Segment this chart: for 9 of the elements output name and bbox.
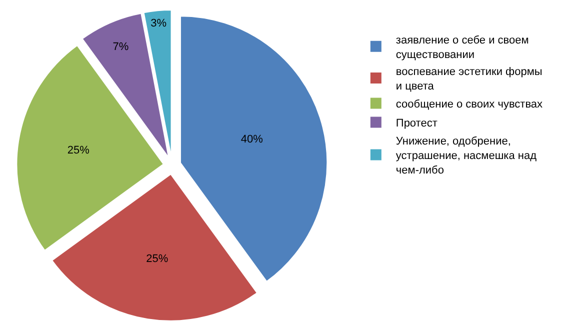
data-label: 7%	[112, 40, 129, 53]
legend-label: воспевание эстетики формы и цвета	[396, 66, 542, 92]
data-label: 25%	[146, 253, 168, 266]
data-label: 3%	[150, 17, 167, 30]
legend-label: Протест	[396, 118, 438, 130]
legend-label: сообщение о своих чувствах	[396, 98, 544, 111]
data-label: 40%	[240, 134, 264, 146]
data-label: 25%	[67, 144, 90, 157]
legend-label: Унижение, одобрение, устрашение, насмешка над чем-либо	[396, 136, 538, 176]
